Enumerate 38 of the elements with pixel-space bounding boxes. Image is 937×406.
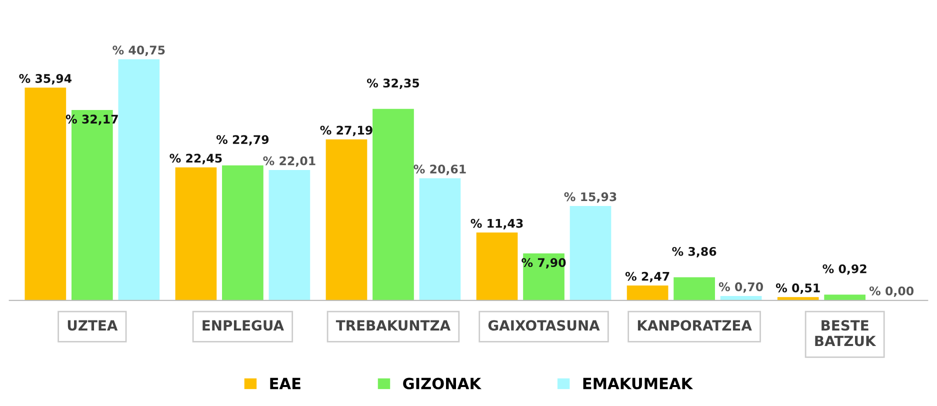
data-label: % 15,93 xyxy=(564,192,616,203)
bar xyxy=(118,59,160,300)
data-label: % 2,47 xyxy=(625,272,670,282)
data-label: % 35,94 xyxy=(19,74,72,84)
x-tick-label: ENPLEGUA xyxy=(202,320,284,331)
legend-label: GIZONAK xyxy=(403,378,482,390)
bar xyxy=(372,108,414,300)
x-tick-label: GAIXOTASUNA xyxy=(488,320,600,331)
bar xyxy=(570,206,612,300)
bar xyxy=(326,139,368,300)
bar xyxy=(824,294,866,300)
data-label: % 22,01 xyxy=(263,156,316,167)
bar xyxy=(626,285,668,300)
legend-label: EAE xyxy=(270,378,300,390)
data-label: % 3,86 xyxy=(672,246,716,258)
x-tick-label: KANPORATZEA xyxy=(638,320,752,331)
data-label: % 0,70 xyxy=(718,282,764,293)
data-label: % 22,45 xyxy=(170,154,222,164)
data-label: % 22,79 xyxy=(216,135,269,146)
data-label: % 32,35 xyxy=(366,78,420,90)
bar xyxy=(476,232,518,300)
bar xyxy=(777,297,819,300)
bar xyxy=(268,170,310,300)
bar xyxy=(175,167,217,300)
legend-label: EMAKUMEAK xyxy=(583,378,694,390)
x-tick-label: UZTEA xyxy=(68,320,118,331)
x-tick-label: BESTE BATZUK xyxy=(815,320,876,346)
x-tick-label: TREBAKUNTZA xyxy=(336,320,451,331)
data-label: % 27,19 xyxy=(320,126,372,136)
bar xyxy=(674,277,715,300)
data-label: % 40,75 xyxy=(112,46,165,56)
bar xyxy=(222,165,264,300)
data-label: % 11,43 xyxy=(470,218,523,230)
data-label: % 0,51 xyxy=(776,283,820,294)
bar xyxy=(419,178,461,300)
data-label: % 0,92 xyxy=(822,264,866,275)
bar xyxy=(24,88,66,300)
data-label: % 0,00 xyxy=(869,286,914,297)
